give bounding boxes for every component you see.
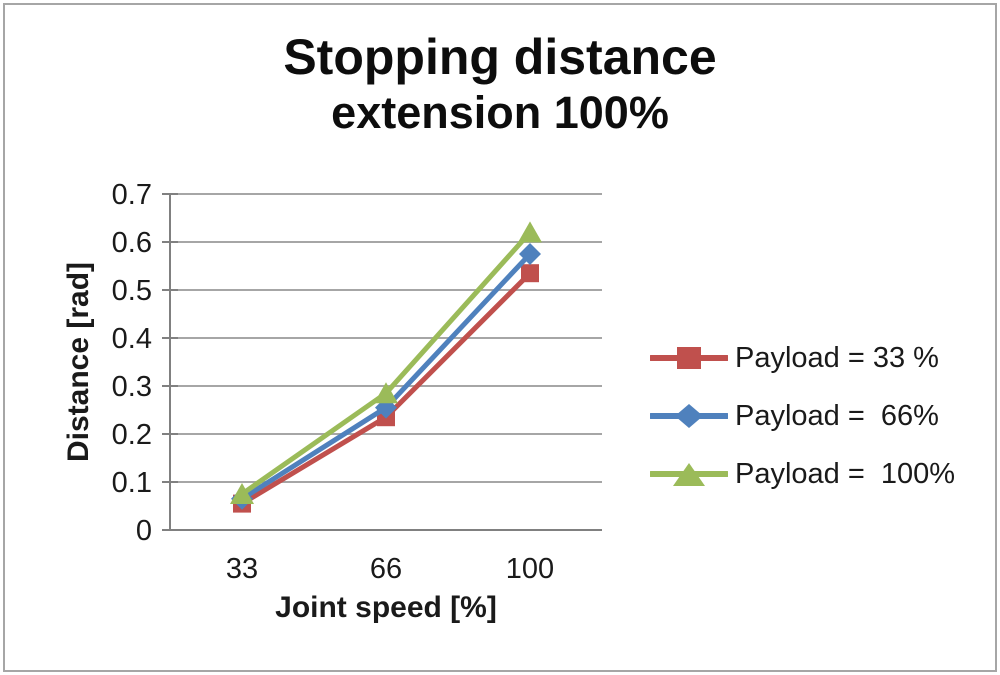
legend-label: Payload = 66% bbox=[735, 399, 939, 432]
legend-label: Payload = 33 % bbox=[735, 341, 939, 374]
legend-item-payload-100: Payload = 100% bbox=[650, 445, 955, 503]
x-tick-label: 33 bbox=[226, 553, 258, 585]
data-point-marker bbox=[521, 264, 539, 283]
data-point-marker bbox=[518, 221, 542, 243]
y-tick-label: 0.4 bbox=[112, 323, 152, 355]
legend-item-payload-33: Payload = 33 % bbox=[650, 329, 955, 387]
y-tick-label: 0.6 bbox=[112, 227, 152, 259]
x-axis-title: Joint speed [%] bbox=[275, 591, 497, 624]
y-axis-title: Distance [rad] bbox=[62, 261, 95, 463]
chart-title: Stopping distance extension 100% bbox=[0, 28, 1000, 140]
legend-swatch-shape bbox=[675, 404, 703, 428]
data-point-marker bbox=[374, 382, 398, 404]
y-tick-label: 0.7 bbox=[112, 179, 152, 211]
legend-swatch-shape bbox=[673, 463, 705, 486]
y-tick-label: 0.1 bbox=[112, 467, 152, 499]
x-tick-label: 100 bbox=[506, 553, 554, 585]
data-point-marker bbox=[230, 483, 254, 504]
y-tick-label: 0 bbox=[136, 515, 152, 547]
legend: Payload = 33 % Payload = 66% Payload = 1… bbox=[650, 329, 955, 503]
y-tick-label: 0.5 bbox=[112, 275, 152, 307]
data-point-marker bbox=[519, 243, 541, 265]
y-tick-label: 0.2 bbox=[112, 419, 152, 451]
legend-label: Payload = 100% bbox=[735, 457, 956, 490]
legend-marker-square-icon bbox=[650, 347, 728, 369]
series-line bbox=[240, 230, 532, 497]
x-tick-label: 66 bbox=[370, 553, 402, 585]
chart-title-line2: extension 100% bbox=[331, 87, 669, 138]
y-tick-label: 0.3 bbox=[112, 371, 152, 403]
legend-item-payload-66: Payload = 66% bbox=[650, 387, 955, 445]
chart-title-line1: Stopping distance bbox=[283, 29, 717, 85]
legend-swatch-shape bbox=[677, 347, 701, 369]
legend-marker-diamond-icon bbox=[650, 404, 728, 428]
legend-marker-triangle-icon bbox=[650, 463, 728, 486]
